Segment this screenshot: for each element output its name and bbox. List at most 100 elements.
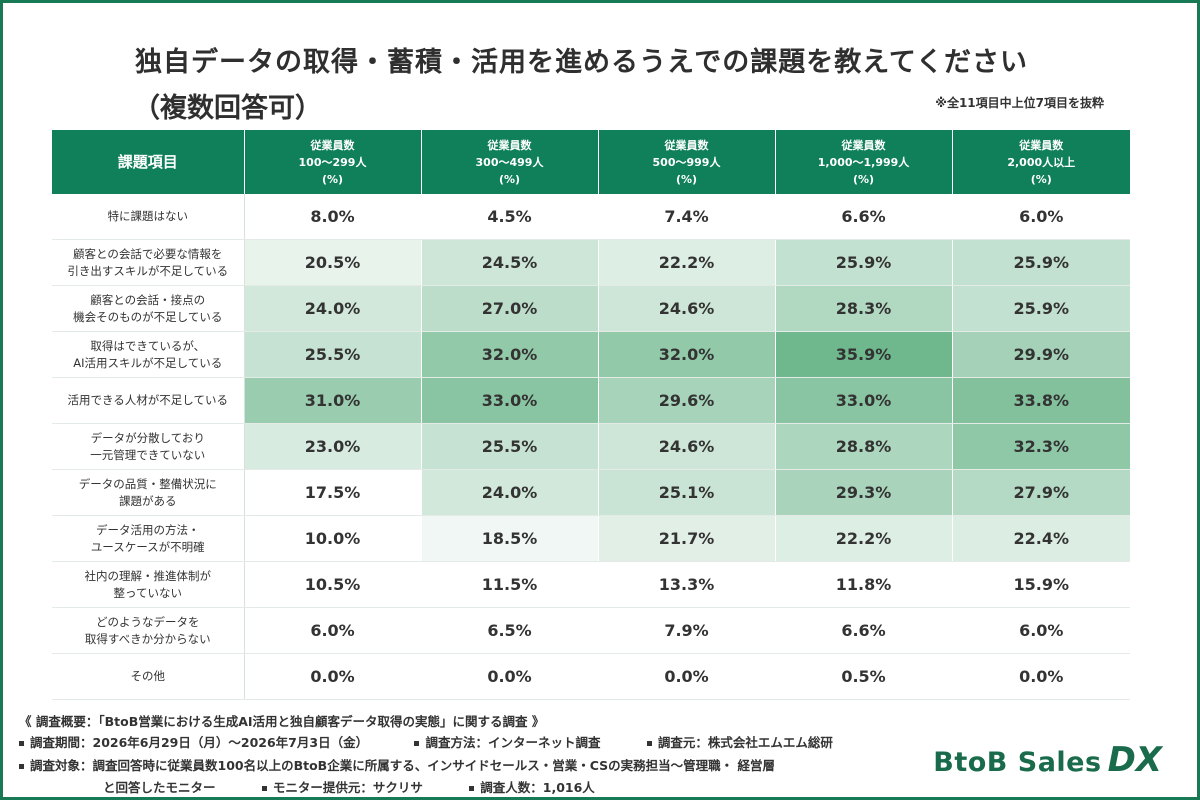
- column-header-line: (%): [852, 172, 875, 186]
- page-subtitle: （複数回答可）: [133, 93, 322, 124]
- survey-method: 調査方法：インターネット調査: [414, 735, 600, 750]
- table-row: どのようなデータを 取得すべきか分からない 6.0% 6.5% 7.9% 6.6% 6.0%: [52, 607, 1130, 654]
- column-header-line: (%): [1030, 172, 1052, 186]
- column-header-line: 300〜499人: [475, 155, 544, 169]
- survey-target: 調査対象：調査回答時に従業員数100名以上のBtoB企業に所属する、インサイドセ…: [19, 755, 775, 774]
- row-label-line: 課題がある: [119, 493, 177, 508]
- row-label: 顧客との会話・接点の機会そのものが不足している: [52, 285, 245, 332]
- survey-source: 調査元：株式会社エムエム総研: [646, 735, 833, 750]
- column-header-line: (%): [498, 172, 521, 186]
- value-cell: 32.0%: [421, 331, 599, 378]
- table-header-row: 課題項目 従業員数 100〜299人 (%) 従業員数 300〜499人 (%) 従業員数 5…: [52, 130, 1130, 194]
- value-cell: 20.5%: [244, 239, 422, 286]
- row-label-line: 整っていない: [113, 585, 182, 600]
- value-cell: 7.4%: [598, 194, 776, 240]
- survey-period: 調査期間：2026年6月29日（月）〜2026年7月3日（金）: [19, 735, 368, 750]
- row-label: 取得はできているが、 AI活用スキルが不足している: [52, 331, 245, 378]
- value-cell: 21.7%: [598, 515, 776, 562]
- row-label-line: 一元管理できていない: [90, 447, 206, 462]
- row-label-line: どのようなデータを: [96, 614, 200, 629]
- table-row: データ活用の方法・ ユースケースが不明確 10.0% 18.5% 21.7% 22.2% 2…: [52, 515, 1130, 562]
- value-cell: 33.8%: [952, 377, 1130, 424]
- value-cell: 32.3%: [952, 423, 1130, 470]
- column-header-5: 従業員数 2,000人以上 (%): [952, 130, 1130, 194]
- table-row: その他 0.0% 0.0% 0.0% 0.5% 0.0%: [52, 653, 1130, 700]
- value-cell: 24.0%: [421, 469, 599, 516]
- page-title: 独自データの取得・蓄積・活用を進めるうえでの課題を教えてください: [135, 47, 1029, 78]
- column-header-line: 2,000人以上: [1007, 155, 1076, 169]
- row-label: 顧客との会話で必要な情報を 引き出すスキルが不足している: [52, 239, 245, 286]
- value-cell: 24.6%: [598, 423, 776, 470]
- survey-count: 調査人数：1,016人: [469, 780, 595, 795]
- value-cell: 23.0%: [244, 423, 422, 470]
- row-label: 特に課題はない: [52, 194, 245, 240]
- value-cell: 6.6%: [775, 194, 953, 240]
- column-header-line: (%): [675, 172, 698, 186]
- row-label: データの品質・整備状況に 課題がある: [52, 469, 245, 516]
- value-cell: 29.3%: [775, 469, 953, 516]
- row-label-line: 活用できる人材が不足している: [67, 393, 228, 407]
- results-table: 課題項目 従業員数 100〜299人 (%) 従業員数 300〜499人 (%) 従業員数 5…: [52, 130, 1130, 700]
- value-cell: 25.5%: [244, 331, 422, 378]
- row-label: その他: [52, 653, 245, 700]
- value-cell: 6.0%: [244, 607, 422, 654]
- value-cell: 0.0%: [244, 653, 422, 700]
- row-label-line: データの品質・整備状況に: [78, 476, 217, 491]
- column-header-line: 100〜299人: [298, 155, 367, 169]
- value-cell: 18.5%: [421, 515, 599, 562]
- value-cell: 13.3%: [598, 561, 776, 608]
- row-label: 活用できる人材が不足している: [52, 377, 245, 424]
- value-cell: 25.9%: [952, 239, 1130, 286]
- value-cell: 11.5%: [421, 561, 599, 608]
- column-header-line: (%): [321, 172, 344, 186]
- value-cell: 0.0%: [421, 653, 599, 700]
- row-label-line: 取得はできているが、: [90, 338, 206, 353]
- value-cell: 22.2%: [598, 239, 776, 286]
- value-cell: 25.1%: [598, 469, 776, 516]
- column-header-line: 1,000〜1,999人: [817, 155, 910, 169]
- column-header-line: 500〜999人: [652, 155, 721, 169]
- column-header-line: 従業員数: [841, 138, 886, 152]
- value-cell: 22.2%: [775, 515, 953, 562]
- value-cell: 25.9%: [775, 239, 953, 286]
- value-cell: 7.9%: [598, 607, 776, 654]
- row-label-line: 特に課題はない: [107, 209, 189, 223]
- value-cell: 24.5%: [421, 239, 599, 286]
- row-label-line: 引き出すスキルが不足している: [67, 263, 229, 278]
- row-label-line: 顧客との会話・接点の: [90, 292, 206, 307]
- value-cell: 33.0%: [421, 377, 599, 424]
- row-label-line: ユースケースが不明確: [90, 539, 205, 554]
- value-cell: 22.4%: [952, 515, 1130, 562]
- survey-overview: 《 調査概要：「BtoB営業における生成AI活用と独自顧客データ取得の実態」に関…: [19, 714, 545, 729]
- survey-provider: モニター提供元：サクリサ: [261, 780, 423, 795]
- column-header-1: 従業員数 100〜299人 (%): [244, 130, 422, 194]
- table-row: 特に課題はない 8.0% 4.5% 7.4% 6.6% 6.0%: [52, 194, 1130, 240]
- row-label: 社内の理解・推進体制が 整っていない: [52, 561, 245, 608]
- row-header-cell: 課題項目: [52, 130, 245, 194]
- value-cell: 32.0%: [598, 331, 776, 378]
- column-header-4: 従業員数 1,000〜1,999人 (%): [775, 130, 953, 194]
- value-cell: 33.0%: [775, 377, 953, 424]
- row-label: データが分散しており 一元管理できていない: [52, 423, 245, 470]
- value-cell: 0.0%: [952, 653, 1130, 700]
- row-label-line: 顧客との会話で必要な情報を: [73, 246, 223, 261]
- row-label-line: その他: [130, 669, 166, 683]
- value-cell: 6.5%: [421, 607, 599, 654]
- survey-target-cont: と回答したモニター モニター提供元：サクリサ 調査人数：1,016人: [103, 777, 637, 796]
- column-header-line: 従業員数: [664, 138, 709, 152]
- value-cell: 28.3%: [775, 285, 953, 332]
- row-label-line: 機会そのものが不足している: [73, 309, 223, 324]
- column-header-line: 従業員数: [1019, 138, 1064, 152]
- value-cell: 11.8%: [775, 561, 953, 608]
- value-cell: 6.6%: [775, 607, 953, 654]
- value-cell: 25.9%: [952, 285, 1130, 332]
- value-cell: 17.5%: [244, 469, 422, 516]
- value-cell: 35.9%: [775, 331, 953, 378]
- column-header-line: 従業員数: [310, 138, 355, 152]
- table-row: 社内の理解・推進体制が 整っていない 10.5% 11.5% 13.3% 11.8% 15.…: [52, 561, 1130, 608]
- value-cell: 24.0%: [244, 285, 422, 332]
- value-cell: 31.0%: [244, 377, 422, 424]
- value-cell: 6.0%: [952, 194, 1130, 240]
- value-cell: 28.8%: [775, 423, 953, 470]
- value-cell: 29.6%: [598, 377, 776, 424]
